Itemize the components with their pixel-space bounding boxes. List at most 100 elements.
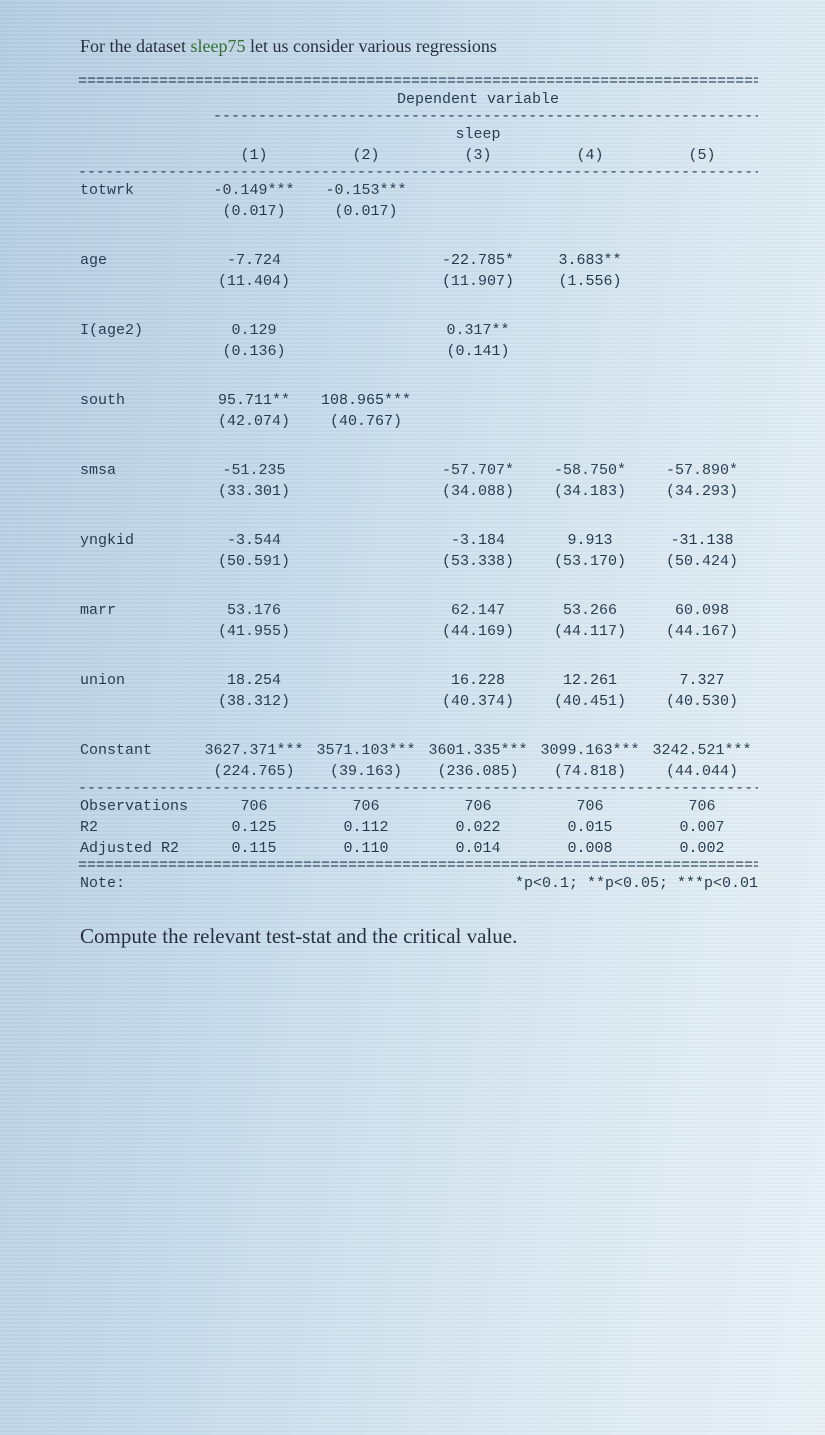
row-label: age xyxy=(78,250,198,271)
se-cell: (50.591) xyxy=(198,551,310,572)
coef-cell xyxy=(310,320,422,341)
stat-cell: 0.125 xyxy=(198,817,310,838)
coef-cell xyxy=(646,390,758,411)
coef-cell: 3.683** xyxy=(534,250,646,271)
coef-cell: 9.913 xyxy=(534,530,646,551)
dep-var-name: sleep xyxy=(422,124,534,145)
row-label: I(age2) xyxy=(78,320,198,341)
coef-cell xyxy=(310,670,422,691)
coef-cell xyxy=(310,600,422,621)
row-label: south xyxy=(78,390,198,411)
coef-cell: -22.785* xyxy=(422,250,534,271)
coef-cell: 7.327 xyxy=(646,670,758,691)
se-cell: (33.301) xyxy=(198,481,310,502)
se-cell xyxy=(646,271,758,292)
stat-cell: 0.007 xyxy=(646,817,758,838)
coef-cell xyxy=(534,390,646,411)
col-num-2: (2) xyxy=(310,145,422,166)
coef-cell: 53.176 xyxy=(198,600,310,621)
coef-cell: 3627.371*** xyxy=(198,740,310,761)
se-cell xyxy=(422,201,534,222)
coef-cell: 16.228 xyxy=(422,670,534,691)
row-label: Constant xyxy=(78,740,198,761)
se-cell: (0.017) xyxy=(310,201,422,222)
coef-cell xyxy=(534,320,646,341)
se-cell: (40.374) xyxy=(422,691,534,712)
row-label: smsa xyxy=(78,460,198,481)
se-cell: (0.136) xyxy=(198,341,310,362)
coef-cell: 3571.103*** xyxy=(310,740,422,761)
se-cell xyxy=(534,411,646,432)
rule-above-stats: ----------------------------------------… xyxy=(78,782,758,796)
col-num-5: (5) xyxy=(646,145,758,166)
stat-cell: 706 xyxy=(198,796,310,817)
se-cell xyxy=(310,621,422,642)
note-significance: *p<0.1; **p<0.05; ***p<0.01 xyxy=(422,873,758,894)
se-cell xyxy=(534,201,646,222)
se-cell: (53.170) xyxy=(534,551,646,572)
stat-cell: 0.008 xyxy=(534,838,646,859)
se-cell xyxy=(310,691,422,712)
row-label: totwrk xyxy=(78,180,198,201)
coef-cell: 3099.163*** xyxy=(534,740,646,761)
intro-text: For the dataset sleep75 let us consider … xyxy=(80,36,797,57)
rule-under-dep: ----------------------------------------… xyxy=(78,110,758,124)
se-cell xyxy=(646,201,758,222)
coef-cell: -57.707* xyxy=(422,460,534,481)
stat-cell: 0.115 xyxy=(198,838,310,859)
row-label: yngkid xyxy=(78,530,198,551)
stat-label: Adjusted R2 xyxy=(78,838,198,859)
coef-cell: 108.965*** xyxy=(310,390,422,411)
se-cell xyxy=(310,341,422,362)
se-cell: (1.556) xyxy=(534,271,646,292)
stat-cell: 0.022 xyxy=(422,817,534,838)
se-cell xyxy=(646,411,758,432)
se-cell: (40.451) xyxy=(534,691,646,712)
se-cell xyxy=(310,271,422,292)
coef-cell: 12.261 xyxy=(534,670,646,691)
coef-cell: 3601.335*** xyxy=(422,740,534,761)
row-label: union xyxy=(78,670,198,691)
se-cell xyxy=(646,341,758,362)
coef-cell xyxy=(646,250,758,271)
coef-cell xyxy=(534,180,646,201)
coef-cell: 62.147 xyxy=(422,600,534,621)
intro-post: let us consider various regressions xyxy=(245,36,496,56)
se-cell: (34.088) xyxy=(422,481,534,502)
coef-cell: -58.750* xyxy=(534,460,646,481)
se-cell: (11.404) xyxy=(198,271,310,292)
coef-cell xyxy=(310,250,422,271)
se-cell: (50.424) xyxy=(646,551,758,572)
coef-cell: 3242.521*** xyxy=(646,740,758,761)
coef-cell xyxy=(646,180,758,201)
se-cell: (40.530) xyxy=(646,691,758,712)
coef-cell: -3.544 xyxy=(198,530,310,551)
note-label: Note: xyxy=(78,873,198,894)
stat-cell: 0.112 xyxy=(310,817,422,838)
coef-cell: 60.098 xyxy=(646,600,758,621)
stat-cell: 706 xyxy=(534,796,646,817)
coef-cell: -3.184 xyxy=(422,530,534,551)
rule-under-colnums: ----------------------------------------… xyxy=(78,166,758,180)
intro-pre: For the dataset xyxy=(80,36,190,56)
col-num-3: (3) xyxy=(422,145,534,166)
regression-table: ========================================… xyxy=(78,75,758,894)
coef-cell: -7.724 xyxy=(198,250,310,271)
coef-cell: 18.254 xyxy=(198,670,310,691)
dataset-name: sleep75 xyxy=(190,36,245,56)
stat-label: R2 xyxy=(78,817,198,838)
se-cell: (34.183) xyxy=(534,481,646,502)
stat-label: Observations xyxy=(78,796,198,817)
stat-cell: 0.015 xyxy=(534,817,646,838)
stat-cell: 0.014 xyxy=(422,838,534,859)
col-num-4: (4) xyxy=(534,145,646,166)
se-cell: (44.169) xyxy=(422,621,534,642)
rule-bottom: ========================================… xyxy=(78,859,758,873)
coef-cell: 0.317** xyxy=(422,320,534,341)
se-cell: (42.074) xyxy=(198,411,310,432)
coef-cell: 95.711** xyxy=(198,390,310,411)
row-label: marr xyxy=(78,600,198,621)
coef-cell: 0.129 xyxy=(198,320,310,341)
se-cell: (74.818) xyxy=(534,761,646,782)
se-cell: (44.117) xyxy=(534,621,646,642)
